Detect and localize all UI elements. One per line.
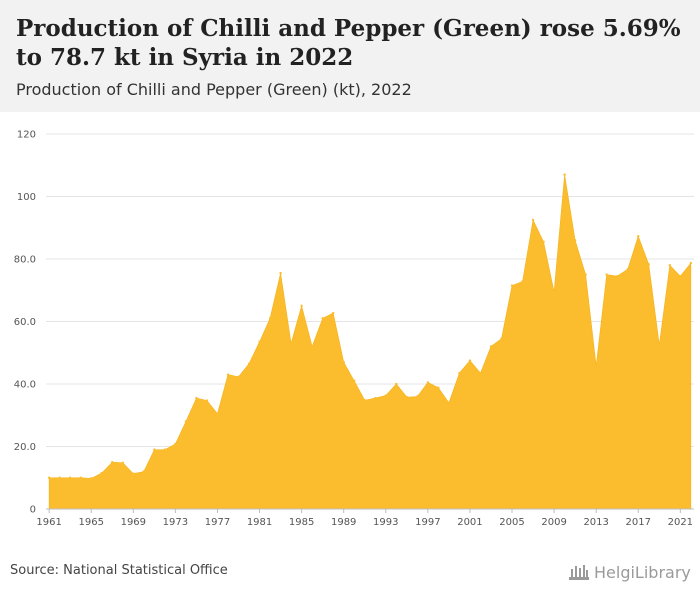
area-layer bbox=[47, 173, 693, 510]
data-point-1998 bbox=[437, 386, 440, 389]
data-point-1986 bbox=[310, 345, 314, 348]
data-point-1981 bbox=[258, 340, 261, 344]
data-point-1985 bbox=[300, 304, 303, 308]
data-point-2011 bbox=[573, 239, 577, 242]
data-point-1966 bbox=[100, 471, 103, 475]
x-axis: 1961 1965 1969 1973 1977 1981 1985 1989 1993 1997… bbox=[36, 508, 694, 528]
data-point-2007 bbox=[531, 218, 535, 222]
data-point-1965 bbox=[90, 477, 93, 480]
x-tick-label: 1993 bbox=[373, 517, 398, 528]
data-point-2020 bbox=[668, 264, 672, 267]
data-point-1969 bbox=[132, 472, 135, 475]
data-point-1987 bbox=[321, 317, 324, 320]
data-point-1972 bbox=[163, 448, 167, 451]
source-note: Source: National Statistical Office bbox=[10, 563, 228, 578]
data-point-1974 bbox=[184, 420, 188, 423]
data-point-1993 bbox=[384, 394, 387, 397]
x-tick-label: 2001 bbox=[457, 517, 482, 528]
data-point-1976 bbox=[205, 399, 209, 402]
y-tick-label: 100 bbox=[17, 192, 36, 203]
data-point-1997 bbox=[426, 381, 430, 384]
x-tick-label: 1997 bbox=[415, 517, 440, 528]
data-point-2014 bbox=[605, 273, 608, 276]
data-point-2008 bbox=[542, 240, 545, 244]
x-tick-label: 1981 bbox=[247, 517, 272, 528]
data-point-1962 bbox=[58, 476, 61, 479]
area-chart: 0 20.0 40.0 60.0 80.0 100 120 1961 1965 1969 1973… bbox=[14, 130, 694, 528]
y-axis: 0 20.0 40.0 60.0 80.0 100 120 bbox=[14, 130, 36, 516]
x-tick-label: 1973 bbox=[163, 517, 188, 528]
y-tick-label: 80.0 bbox=[14, 255, 36, 266]
data-point-2005 bbox=[510, 284, 514, 287]
data-point-2021 bbox=[679, 274, 682, 278]
data-point-1970 bbox=[142, 470, 146, 473]
data-point-2022 bbox=[689, 261, 693, 265]
data-point-2019 bbox=[658, 343, 661, 347]
data-point-1975 bbox=[195, 396, 198, 400]
data-point-2006 bbox=[521, 280, 524, 283]
data-point-1961 bbox=[47, 476, 51, 479]
data-point-2012 bbox=[584, 273, 587, 276]
data-point-1994 bbox=[395, 382, 398, 386]
data-point-2016 bbox=[626, 268, 629, 271]
data-point-1988 bbox=[331, 311, 335, 315]
series-area bbox=[48, 174, 692, 510]
x-tick-label: 1989 bbox=[331, 517, 356, 528]
data-point-1996 bbox=[416, 395, 419, 398]
data-point-1990 bbox=[353, 379, 356, 383]
data-point-1982 bbox=[268, 317, 272, 320]
data-point-2003 bbox=[489, 345, 493, 348]
y-tick-label: 0 bbox=[30, 505, 36, 516]
data-point-2004 bbox=[500, 337, 503, 340]
data-point-1963 bbox=[68, 476, 72, 479]
data-point-1967 bbox=[111, 460, 114, 464]
y-tick-label: 20.0 bbox=[14, 442, 36, 453]
data-point-1964 bbox=[79, 476, 82, 479]
data-point-2013 bbox=[594, 364, 598, 368]
data-point-1999 bbox=[447, 401, 451, 404]
data-point-2015 bbox=[616, 274, 619, 278]
y-tick-label: 120 bbox=[17, 130, 36, 141]
chart-subtitle: Production of Chilli and Pepper (Green) … bbox=[16, 80, 412, 99]
y-tick-label: 40.0 bbox=[14, 380, 36, 391]
x-tick-label: 2021 bbox=[668, 517, 693, 528]
y-tick-label: 60.0 bbox=[14, 317, 36, 328]
data-point-2018 bbox=[647, 263, 650, 266]
data-point-1984 bbox=[289, 342, 293, 345]
logo-text: HelgiLibrary bbox=[594, 562, 691, 582]
data-point-2001 bbox=[468, 359, 472, 362]
x-tick-label: 1965 bbox=[79, 517, 104, 528]
helgilibrary-logo[interactable]: HelgiLibrary bbox=[568, 560, 693, 584]
gridlines bbox=[46, 133, 694, 510]
data-point-2002 bbox=[479, 371, 482, 375]
data-point-1991 bbox=[363, 399, 366, 402]
x-tick-label: 1977 bbox=[205, 517, 230, 528]
data-point-2010 bbox=[563, 173, 566, 176]
data-point-1968 bbox=[121, 461, 124, 464]
data-point-2017 bbox=[637, 234, 640, 238]
x-tick-label: 2017 bbox=[626, 517, 651, 528]
data-point-1989 bbox=[342, 360, 345, 364]
data-point-1977 bbox=[216, 412, 219, 415]
data-point-1983 bbox=[279, 271, 282, 275]
data-point-1979 bbox=[237, 375, 240, 379]
x-tick-label: 1961 bbox=[36, 517, 61, 528]
x-tick-label: 2005 bbox=[499, 517, 524, 528]
data-point-2000 bbox=[458, 371, 461, 375]
x-tick-label: 1969 bbox=[121, 517, 146, 528]
data-point-1978 bbox=[226, 373, 230, 376]
x-tick-label: 2013 bbox=[583, 517, 608, 528]
data-point-1971 bbox=[153, 448, 156, 451]
data-point-1973 bbox=[174, 442, 177, 446]
header: Production of Chilli and Pepper (Green) … bbox=[0, 0, 700, 112]
data-point-2009 bbox=[552, 290, 556, 294]
data-point-1995 bbox=[405, 395, 409, 399]
x-tick-label: 2009 bbox=[541, 517, 566, 528]
library-building-icon bbox=[569, 565, 589, 580]
data-point-1980 bbox=[247, 362, 251, 365]
x-tick-label: 1985 bbox=[289, 517, 314, 528]
chart-title: Production of Chilli and Pepper (Green) … bbox=[16, 15, 681, 71]
data-point-1992 bbox=[374, 396, 377, 400]
